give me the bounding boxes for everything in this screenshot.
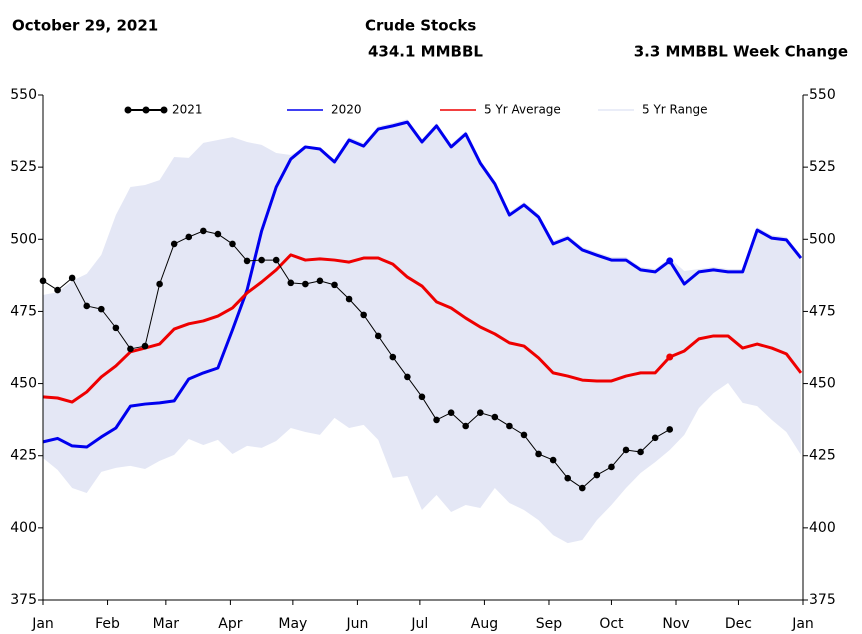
legend-label: 5 Yr Average xyxy=(484,103,561,117)
y-tick-label: 475 xyxy=(10,303,37,319)
x-tick-label: Aug xyxy=(471,616,498,632)
point xyxy=(214,230,222,238)
point xyxy=(447,409,455,417)
x-tick-label: Jan xyxy=(791,616,814,632)
point xyxy=(549,456,557,464)
legend-label: 5 Yr Range xyxy=(642,103,708,117)
point xyxy=(345,295,353,303)
y2-tick-label: 500 xyxy=(809,231,836,247)
point xyxy=(229,240,236,248)
point xyxy=(112,324,120,332)
x-tick-label: Sep xyxy=(536,616,563,632)
annotation: 3.3 MMBBL Week Change xyxy=(634,43,848,61)
x-tick-label: Jan xyxy=(31,616,54,632)
point xyxy=(637,448,644,456)
x-tick-label: Jun xyxy=(345,616,368,632)
y2-tick-label: 550 xyxy=(809,87,836,103)
point xyxy=(200,227,207,235)
line-2020 xyxy=(42,120,803,449)
x-tick-label: Dec xyxy=(725,616,752,632)
point xyxy=(127,345,134,353)
point xyxy=(651,434,659,442)
y2-tick-label: 375 xyxy=(809,592,836,608)
x-tick-label: May xyxy=(278,616,307,632)
subtitle: 434.1 MMBBL xyxy=(368,43,483,61)
x-tick-label: Mar xyxy=(153,616,180,632)
y-tick-label: 375 xyxy=(10,592,37,608)
point xyxy=(243,257,251,265)
point xyxy=(170,240,178,248)
point xyxy=(68,274,76,282)
range-area xyxy=(43,119,801,544)
line-5-yr-average xyxy=(42,253,803,404)
point xyxy=(374,332,382,340)
y-tick-label: 450 xyxy=(10,376,37,392)
x-tick-label: Feb xyxy=(95,616,120,632)
point xyxy=(331,281,338,289)
point xyxy=(156,280,163,288)
point xyxy=(564,474,572,482)
point xyxy=(535,450,542,458)
y-tick-label: 500 xyxy=(10,231,37,247)
y-tick-label: 525 xyxy=(10,159,37,175)
y2-tick-label: 450 xyxy=(809,376,836,392)
x-tick-label: Oct xyxy=(599,616,624,632)
point xyxy=(185,233,193,241)
point xyxy=(389,353,397,361)
y2-tick-label: 475 xyxy=(809,303,836,319)
point xyxy=(141,342,149,350)
x-tick-label: Nov xyxy=(662,616,689,632)
point xyxy=(98,305,105,313)
point xyxy=(316,277,324,285)
y-tick-label: 425 xyxy=(10,448,37,464)
x-tick-label: Jul xyxy=(410,616,428,632)
point xyxy=(506,422,513,430)
y2-tick-label: 425 xyxy=(809,448,836,464)
y-tick-label: 550 xyxy=(10,87,37,103)
point xyxy=(578,484,586,492)
point xyxy=(666,426,674,433)
line-2021 xyxy=(42,230,670,489)
point xyxy=(622,446,630,454)
point xyxy=(302,280,309,288)
legend-marker xyxy=(124,106,132,114)
date: October 29, 2021 xyxy=(12,17,158,35)
point xyxy=(433,416,440,424)
chart-title: Crude Stocks xyxy=(365,17,476,35)
point xyxy=(608,463,615,471)
point xyxy=(83,302,91,310)
point xyxy=(258,256,265,264)
point xyxy=(418,393,426,401)
x-tick-label: Apr xyxy=(218,616,242,632)
point xyxy=(54,286,61,294)
point xyxy=(404,373,411,381)
y2-tick-label: 525 xyxy=(809,159,836,175)
y2-tick-label: 400 xyxy=(809,520,836,536)
legend-label: 2020 xyxy=(331,103,362,117)
current-point xyxy=(666,353,674,361)
legend-label: 2021 xyxy=(172,103,203,117)
current-point xyxy=(666,257,674,265)
point xyxy=(491,413,499,421)
point xyxy=(360,311,367,319)
point xyxy=(476,409,484,417)
y-tick-label: 400 xyxy=(10,520,37,536)
point xyxy=(593,471,601,479)
legend-marker xyxy=(160,106,168,114)
point xyxy=(462,422,469,430)
legend-marker xyxy=(142,106,150,114)
point xyxy=(272,256,280,264)
point xyxy=(287,279,295,287)
point xyxy=(520,431,528,439)
